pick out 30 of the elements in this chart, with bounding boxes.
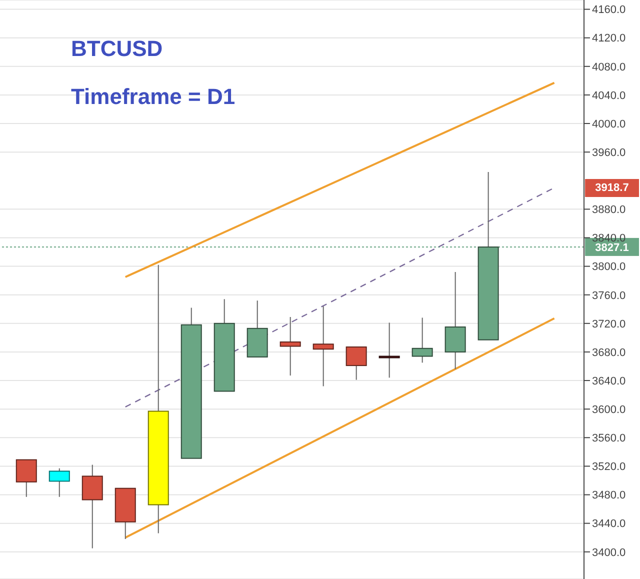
candlestick — [378, 322, 400, 378]
y-tick-label: 3520.0 — [592, 461, 626, 474]
y-tick-label: 3720.0 — [592, 318, 626, 330]
text: 3918.7 — [585, 178, 639, 197]
y-tick-label: 3400.0 — [592, 546, 626, 559]
y-tick-label: 3760.0 — [592, 290, 626, 302]
text: Timeframe = D1 — [71, 84, 236, 110]
y-tick-label: 4120.0 — [592, 32, 626, 45]
y-tick-label: 3560.0 — [592, 432, 626, 445]
y-tick-label: 4080.0 — [592, 61, 626, 74]
y-tick-label: 3800.0 — [592, 261, 626, 274]
candlestick — [312, 306, 334, 387]
candlestick — [48, 468, 70, 498]
y-tick-label: 3960.0 — [592, 146, 626, 159]
y-tick-label: 3680.0 — [592, 346, 626, 359]
y-tick-label: 3480.0 — [592, 490, 626, 502]
y-tick-label: 3440.0 — [592, 518, 626, 530]
candlestick — [346, 346, 367, 380]
text: BTCUSD — [71, 36, 163, 62]
candlestick — [16, 459, 37, 498]
y-tick-label: 4160.0 — [592, 4, 626, 16]
candlestick — [280, 316, 301, 376]
y-tick-label: 4040.0 — [592, 90, 626, 102]
candlestick — [82, 464, 103, 549]
y-tick-label: 3600.0 — [592, 404, 626, 416]
y-tick-label: 3880.0 — [592, 204, 626, 216]
candlestick — [412, 317, 433, 364]
y-tick-label: 3640.0 — [592, 375, 626, 388]
ref-line-label: 3827.1 — [595, 242, 629, 254]
y-tick-label: 4000.0 — [592, 118, 626, 130]
